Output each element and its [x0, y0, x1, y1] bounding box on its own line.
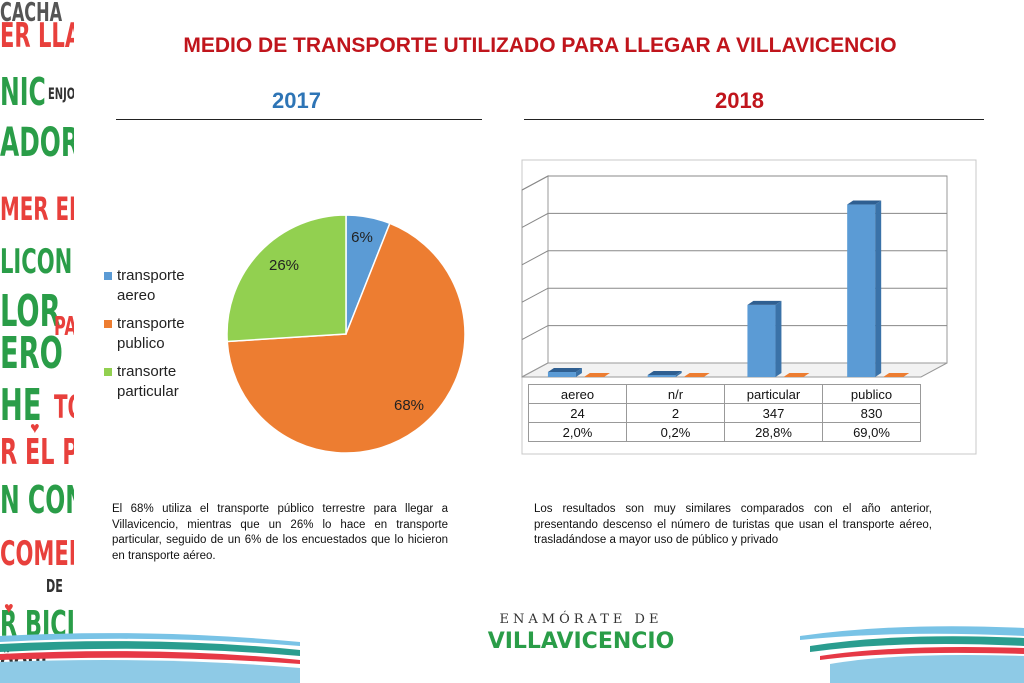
decor-word: LICON — [0, 242, 73, 282]
bar-top — [547, 368, 582, 373]
bar-side — [575, 368, 582, 377]
bar-percent-publico — [883, 373, 910, 377]
legend-label-publico: transporte publico — [117, 315, 185, 352]
decor-word: ERO — [0, 328, 63, 379]
decor-word: R EL PARÇ — [0, 432, 74, 473]
gridline — [521, 325, 947, 341]
gridline — [521, 250, 947, 266]
year-2017-rule — [116, 119, 482, 120]
legend-label-particular: transorte particular — [117, 363, 179, 400]
decor-word: ADORE — [0, 120, 74, 166]
legend-swatch-particular — [104, 368, 112, 376]
pie-slice-publico — [226, 222, 466, 454]
analysis-2017: El 68% utiliza el transporte público ter… — [112, 503, 448, 562]
bar-nr — [647, 375, 676, 377]
decor-word: HE — [0, 380, 42, 431]
bar-top — [747, 300, 782, 305]
table-cell: 69,0% — [822, 422, 921, 442]
bar-side — [775, 300, 782, 377]
table-cell: 2,0% — [528, 422, 627, 442]
decor-word: DE — [46, 576, 63, 597]
bar-data-table: aereo n/r particular publico 24 2 347 83… — [528, 384, 921, 442]
decor-word: TO — [54, 388, 74, 426]
legend-label-aereo: transporte aereo — [117, 267, 185, 304]
logo-line1: ENAMÓRATE DE — [499, 612, 663, 627]
year-2017-heading: 2017 — [272, 88, 321, 113]
decor-word: CACHA — [0, 0, 63, 28]
table-header-publico: publico — [822, 384, 921, 404]
bar-particular — [747, 304, 776, 377]
bar-side — [875, 200, 882, 377]
logo-line2: VILLAVICENCIO — [487, 629, 675, 654]
pie-label-particular: 26% — [269, 257, 299, 274]
decor-word: N CON — [0, 478, 74, 522]
gridline — [521, 175, 947, 191]
decor-word: LOR — [0, 286, 61, 337]
year-2018-rule — [524, 119, 984, 120]
decor-word: ENJOS — [48, 84, 74, 103]
bar-side — [675, 371, 682, 377]
bar-top — [847, 200, 882, 205]
year-2018-heading: 2018 — [715, 88, 764, 113]
pie-slice-particular — [226, 214, 347, 343]
bar-publico — [847, 204, 876, 377]
bar-aereo — [547, 372, 576, 377]
bar-percent-nr — [683, 373, 710, 377]
legend-swatch-aereo — [104, 272, 112, 280]
table-cell: 28,8% — [724, 422, 823, 442]
villavicencio-logo: ENAMÓRATE DE VILLAVICENCIO — [486, 612, 676, 654]
gridline — [521, 287, 947, 303]
table-header-row: aereo n/r particular publico — [528, 384, 921, 404]
bar-chart-floor — [521, 362, 948, 378]
bar-percent-particular — [783, 373, 810, 377]
decor-word: PA — [54, 312, 74, 342]
heart-icon: ♥ — [30, 420, 40, 437]
table-row-percent: 2,0% 0,2% 28,8% 69,0% — [528, 422, 921, 442]
pie-label-aereo: 6% — [351, 229, 373, 246]
bar-top — [647, 371, 682, 375]
decor-word: MER EL F — [0, 190, 74, 228]
page-title: MEDIO DE TRANSPORTE UTILIZADO PARA LLEGA… — [183, 34, 897, 57]
bar-percent-aereo — [583, 373, 610, 377]
table-header-aereo: aereo — [528, 384, 627, 404]
legend-item-particular: transorte particular — [104, 362, 217, 402]
heart-icon: ♥ — [4, 600, 14, 617]
analysis-2018: Los resultados son muy similares compara… — [534, 503, 932, 546]
decor-word: ER LLAN — [0, 16, 74, 56]
legend-swatch-publico — [104, 320, 112, 328]
gridline — [521, 212, 947, 228]
legend-item-aereo: transporte aereo — [104, 266, 217, 306]
pie-legend: transporte aereo transporte publico tran… — [104, 266, 217, 410]
legend-item-publico: transporte publico — [104, 314, 217, 354]
decor-word: COMER — [0, 534, 74, 574]
pie-label-publico: 68% — [394, 397, 424, 414]
table-cell: 0,2% — [626, 422, 725, 442]
decor-word: NIC — [0, 70, 46, 114]
